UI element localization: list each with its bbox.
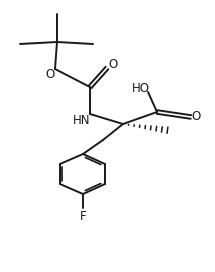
Text: O: O bbox=[108, 57, 118, 70]
Text: F: F bbox=[80, 211, 86, 224]
Text: O: O bbox=[191, 110, 201, 122]
Text: HN: HN bbox=[73, 115, 91, 128]
Text: HO: HO bbox=[132, 82, 150, 95]
Text: O: O bbox=[45, 69, 55, 82]
